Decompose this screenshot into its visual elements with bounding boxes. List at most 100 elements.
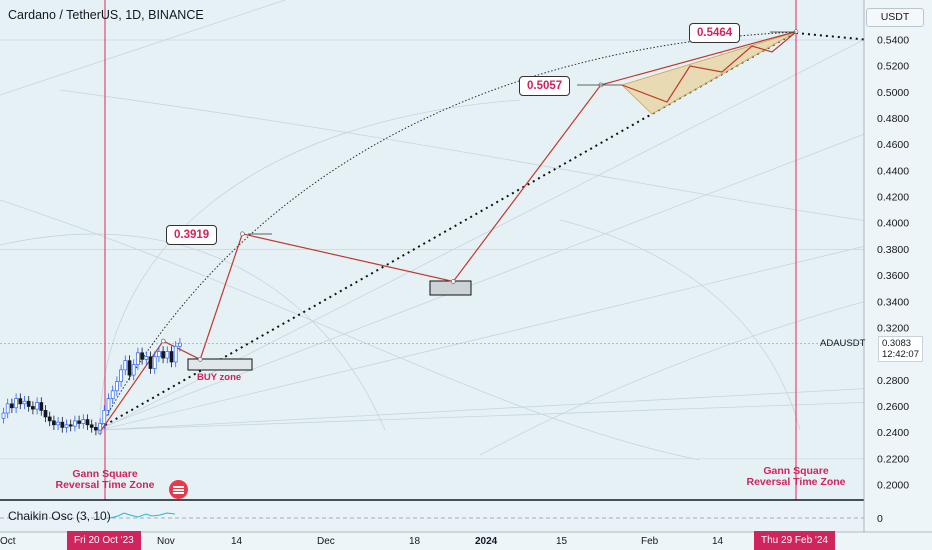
candle-body: [60, 421, 65, 428]
us-flag-icon[interactable]: [169, 480, 188, 499]
pivot-point: [450, 279, 456, 284]
candle-body: [140, 352, 144, 360]
candle-body: [157, 351, 161, 358]
indicator-label[interactable]: Chaikin Osc (3, 10): [8, 509, 111, 523]
time-highlight-left: Fri 20 Oct '23: [67, 531, 141, 550]
candle-body: [152, 356, 157, 369]
price-tick-label: 0.3600: [877, 270, 909, 282]
price-tick-label: 0.2200: [877, 453, 909, 465]
last-price-value: 0.3083: [882, 338, 912, 349]
time-highlight-right: Thu 29 Feb '24: [754, 531, 835, 550]
price-tick-label: 0.4800: [877, 113, 909, 125]
pivot-point: [197, 357, 203, 362]
price-callout-0-5057[interactable]: 0.5057: [519, 76, 571, 96]
price-tick-label: 0.3200: [877, 322, 909, 334]
candle-body: [14, 398, 18, 409]
candle-body: [123, 360, 128, 371]
candle-body: [178, 342, 182, 347]
candle-body: [98, 423, 102, 431]
gann-zone-label-right: Gann Square Reversal Time Zone: [746, 465, 846, 488]
time-label-15: 15: [556, 536, 568, 547]
price-tick-label: 0.5400: [877, 35, 909, 47]
candle-body: [115, 381, 119, 392]
price-tick-label: 0.5000: [877, 87, 909, 99]
symbol-label: ADAUSDT: [820, 338, 866, 349]
candle-body: [26, 400, 31, 407]
candle-body: [64, 424, 69, 428]
price-callout-0-3919[interactable]: 0.3919: [166, 225, 218, 245]
time-label-dec: Dec: [317, 536, 335, 547]
candle-body: [110, 390, 115, 399]
candle-body: [119, 369, 123, 382]
price-tick-label: 0.4400: [877, 165, 909, 177]
rising-wedge: [621, 31, 797, 115]
price-tick-label: 0.3400: [877, 296, 909, 308]
candle-body: [31, 406, 35, 410]
candle-body: [148, 356, 153, 369]
candle-body: [89, 424, 94, 428]
candle-body: [127, 360, 132, 376]
price-tick-label: 0.4600: [877, 139, 909, 151]
price-callout-0-5464[interactable]: 0.5464: [689, 23, 741, 43]
price-tick-label: 0.2600: [877, 401, 909, 413]
accumulation-box: [429, 280, 472, 296]
price-axis-labels: 0.5400 0.5200 0.5000 0.4800 0.4600 0.4400 0.42…: [877, 35, 909, 492]
pivot-point: [160, 338, 166, 344]
candle-body: [18, 398, 23, 405]
candle-body: [56, 421, 60, 426]
wedge-zigzag: [621, 31, 797, 103]
candle-body: [131, 364, 136, 376]
candle-body: [39, 402, 44, 411]
extension-trendline: [795, 32, 871, 41]
price-tick-label: 0.2400: [877, 427, 909, 439]
candle-body: [161, 351, 165, 359]
candles: [1, 338, 182, 436]
candle-body: [169, 351, 174, 363]
time-label-oct: Oct: [0, 536, 16, 547]
gann-fan-lines: [0, 0, 932, 461]
time-label-14: 14: [231, 536, 243, 547]
candle-body: [47, 416, 52, 422]
time-label-18: 18: [409, 536, 421, 547]
chaikin-line: [109, 512, 176, 519]
buy-zone-box: [187, 358, 253, 371]
candle-body: [43, 410, 48, 418]
time-axis[interactable]: [0, 532, 932, 550]
gann-zone-label-left: Gann Square Reversal Time Zone: [55, 468, 155, 491]
gann-vertical-lines: [104, 0, 797, 532]
candle-body: [173, 345, 178, 363]
last-price-badge: 0.3083 12:42:07: [878, 336, 923, 362]
buy-zone-label: BUY zone: [197, 372, 242, 383]
candle-body: [85, 419, 90, 426]
candle-body: [136, 352, 140, 365]
candle-body: [106, 398, 111, 411]
indicator-zero-label: 0: [877, 513, 883, 525]
time-label-feb: Feb: [641, 536, 659, 547]
price-tick-label: 0.4200: [877, 192, 909, 204]
price-tick-label: 0.2800: [877, 375, 909, 387]
candle-body: [52, 420, 56, 426]
time-label-2024: 2024: [475, 536, 498, 547]
candle-body: [81, 419, 86, 424]
candle-body: [73, 420, 77, 427]
currency-button[interactable]: USDT: [866, 8, 924, 27]
price-tick-label: 0.4000: [877, 218, 909, 230]
time-label-14b: 14: [712, 536, 724, 547]
indicator-pane: [0, 500, 864, 532]
candle-body: [22, 400, 27, 405]
time-label-nov: Nov: [157, 536, 175, 547]
candle-body: [5, 403, 10, 414]
last-price-label: ADAUSDT 0.3083 12:42:07: [820, 336, 923, 362]
candle-body: [77, 420, 81, 424]
candle-body: [1, 412, 6, 419]
candle-body: [94, 427, 98, 431]
candle-body: [68, 424, 73, 427]
pivot-point: [240, 231, 245, 237]
price-axis[interactable]: [864, 0, 932, 550]
candle-body: [165, 351, 170, 359]
chart-title: Cardano / TetherUS, 1D, BINANCE: [8, 8, 204, 22]
price-tick-label: 0.5200: [877, 61, 909, 73]
candle-body: [10, 403, 14, 409]
